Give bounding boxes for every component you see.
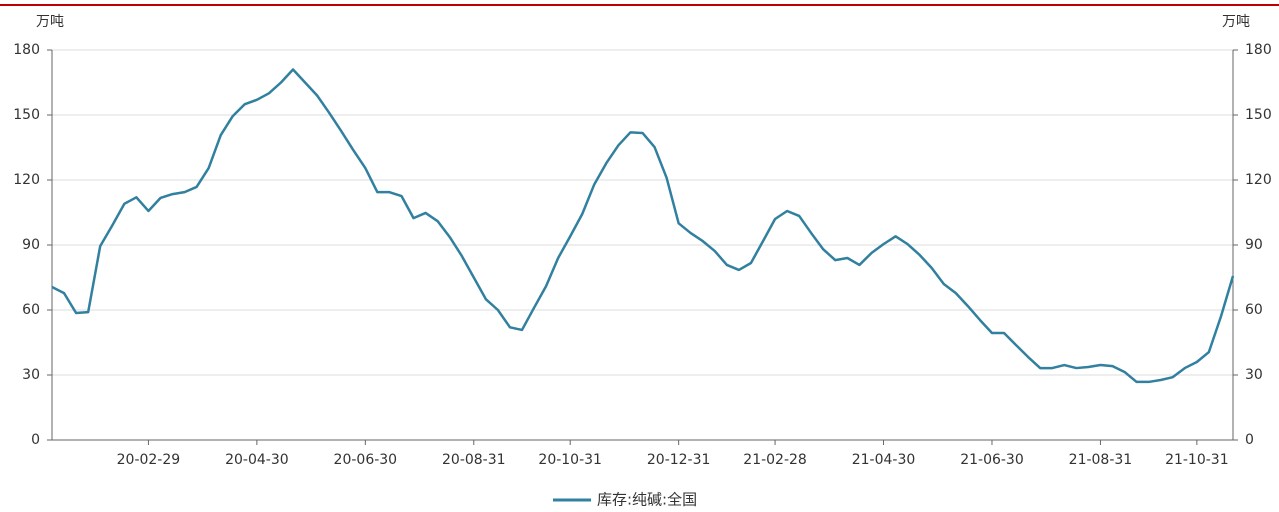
x-tick-label: 21-10-31: [1165, 452, 1229, 468]
y2-tick-label: 0: [1245, 432, 1254, 448]
x-tick-label: 21-08-31: [1069, 452, 1133, 468]
x-tick-label: 20-02-29: [117, 452, 181, 468]
y2-tick-label: 150: [1245, 107, 1272, 123]
legend-label: 库存:纯碱:全国: [597, 491, 697, 509]
y2-tick-label: 30: [1245, 367, 1263, 383]
y-tick-label: 180: [13, 42, 40, 58]
y-tick-label: 0: [31, 432, 40, 448]
line: [51, 68, 1235, 384]
y-tick-label: 60: [22, 302, 40, 318]
y2-tick-label: 120: [1245, 172, 1272, 188]
x-tick-label: 21-04-30: [852, 452, 916, 468]
y2-tick-label: 90: [1245, 237, 1263, 253]
y2-tick-label: 180: [1245, 42, 1272, 58]
x-tick-label: 20-08-31: [442, 452, 506, 468]
x-tick-label: 21-06-30: [960, 452, 1024, 468]
y-tick-label: 90: [22, 237, 40, 253]
y-tick-label: 150: [13, 107, 40, 123]
x-tick-label: 20-12-31: [647, 452, 711, 468]
x-tick-label: 21-02-28: [743, 452, 807, 468]
y-tick-label: 120: [13, 172, 40, 188]
x-tick-label: 20-06-30: [334, 452, 398, 468]
x-tick-label: 20-10-31: [538, 452, 602, 468]
x-tick-label: 20-04-30: [225, 452, 289, 468]
y2-unit: 万吨: [1222, 14, 1250, 30]
y-unit: 万吨: [36, 14, 64, 30]
y2-tick-label: 60: [1245, 302, 1263, 318]
y-tick-label: 30: [22, 367, 40, 383]
